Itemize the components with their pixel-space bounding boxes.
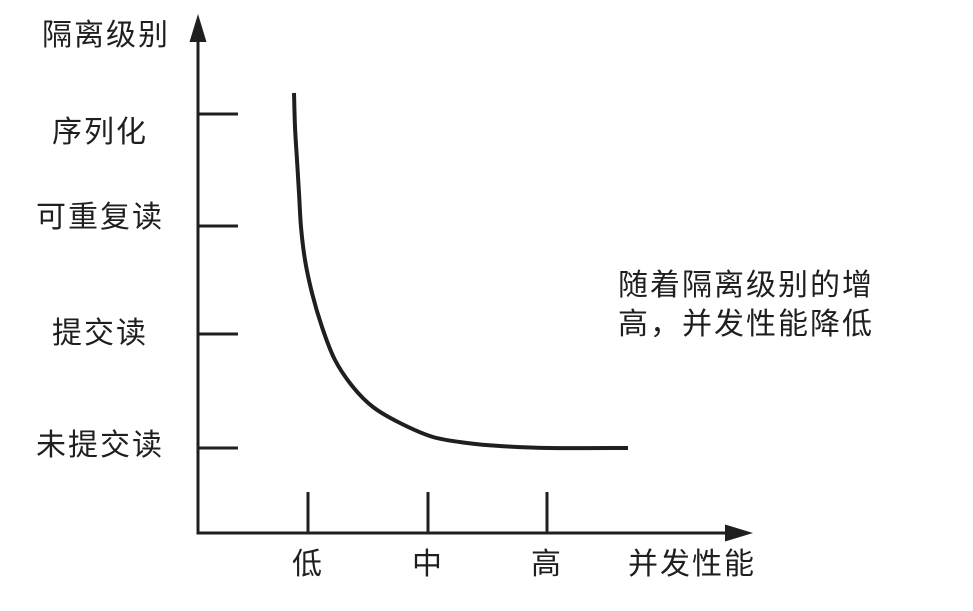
y-tick-label-repeatable-read: 可重复读 [36,201,164,234]
x-tick-label-medium: 中 [412,548,444,581]
y-tick-label-read-uncommitted: 未提交读 [36,429,164,462]
x-tick-label-high: 高 [531,548,563,581]
annotation-text: 随着隔离级别的增 高，并发性能降低 [618,266,874,344]
x-axis-title: 并发性能 [628,548,756,581]
y-tick-label-serializable: 序列化 [52,116,148,149]
x-tick-label-low: 低 [292,548,324,581]
annotation-line-2: 高，并发性能降低 [618,308,874,341]
y-axis-title: 隔离级别 [42,19,170,52]
annotation-line-1: 随着隔离级别的增 [618,269,874,302]
y-tick-label-read-committed: 提交读 [52,317,148,350]
performance-curve [292,92,629,451]
x-axis-arrowhead [725,524,753,542]
y-axis-arrowhead [189,14,207,42]
